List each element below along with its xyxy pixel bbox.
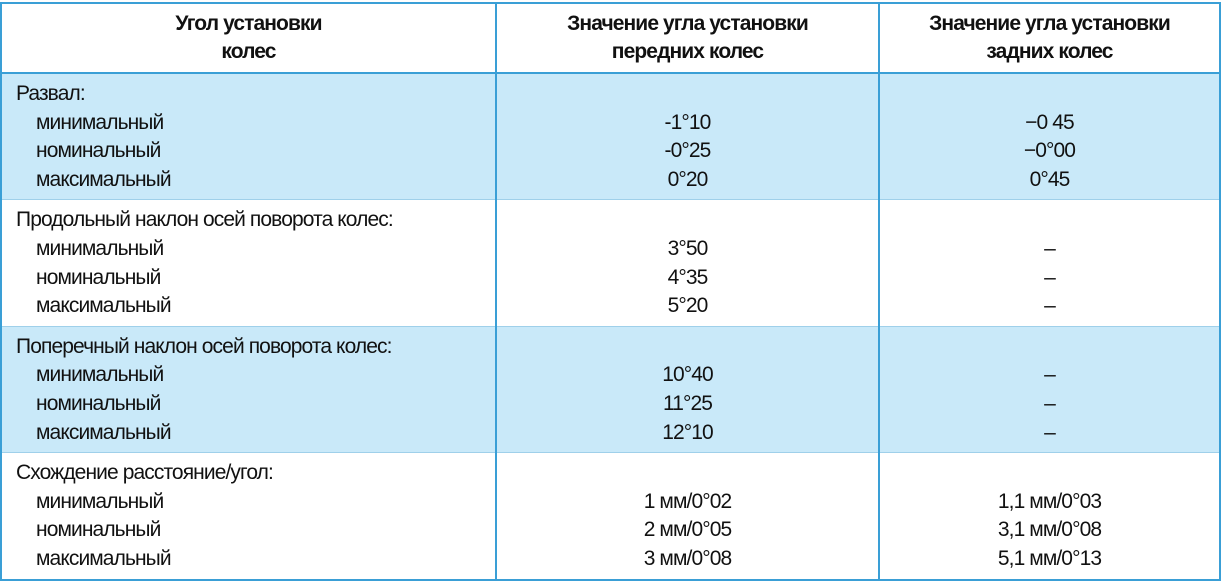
rear-value: – xyxy=(1044,294,1056,318)
rear-value-cell: – – – xyxy=(878,199,1221,327)
rear-value: – xyxy=(1044,236,1056,260)
front-value: 0°20 xyxy=(667,167,709,191)
group-title: Схождение расстояние/угол: xyxy=(16,461,274,485)
group-title: Поперечный наклон осей поворота колес: xyxy=(16,334,392,358)
front-value: 3°50 xyxy=(667,236,709,260)
parameter-cell: Продольный наклон осей поворота колес: ми… xyxy=(0,199,497,327)
front-value-cell: 3°50 4°35 5°20 xyxy=(495,199,880,327)
spacer xyxy=(880,80,1219,109)
header-row: Угол установки колес Значение угла устано… xyxy=(0,3,1221,74)
front-value: 11°25 xyxy=(662,391,713,415)
row-label: максимальный xyxy=(36,420,172,444)
row-label: максимальный xyxy=(36,294,172,318)
front-value: 1 мм/0°02 xyxy=(643,489,732,513)
row-label: номинальный xyxy=(36,518,161,542)
rear-value-cell: 1,1 мм/0°03 3,1 мм/0°08 5,1 мм/0°13 xyxy=(878,452,1221,580)
row-label: максимальный xyxy=(36,546,172,570)
group-title: Развал: xyxy=(16,82,86,105)
front-value: 5°20 xyxy=(667,294,709,318)
row-label: номинальный xyxy=(36,139,161,163)
row-label: номинальный xyxy=(36,391,161,415)
row-label: минимальный xyxy=(36,110,164,134)
header-angle: Угол установки колес xyxy=(0,3,497,74)
spacer xyxy=(497,333,878,362)
rear-value: – xyxy=(1044,265,1056,289)
rear-value: 3,1 мм/0°08 xyxy=(997,518,1102,542)
rear-value: −0 45 xyxy=(1025,110,1075,134)
group-row: Продольный наклон осей поворота колес: ми… xyxy=(0,199,1221,327)
group-row: Развал: минимальный номинальный максимальны… xyxy=(0,72,1221,200)
spacer xyxy=(497,206,878,235)
row-label: минимальный xyxy=(36,363,164,387)
row-label: максимальный xyxy=(36,167,172,191)
spacer xyxy=(497,459,878,488)
spacer xyxy=(880,459,1219,488)
row-label: минимальный xyxy=(36,489,164,513)
rear-value-cell: – – – xyxy=(878,325,1221,453)
front-value: 12°10 xyxy=(662,420,714,444)
rear-value-cell: −0 45 −0°00 0°45 xyxy=(878,72,1221,200)
rear-value: – xyxy=(1044,363,1056,387)
header-front: Значение угла установки передних колес xyxy=(495,3,880,74)
front-value: 3 мм/0°08 xyxy=(643,546,732,570)
rear-value: 5,1 мм/0°13 xyxy=(997,546,1102,570)
spacer xyxy=(880,333,1219,362)
rear-value: 1,1 мм/0°03 xyxy=(997,489,1102,513)
front-value: 4°35 xyxy=(667,265,709,289)
rear-value: 0°45 xyxy=(1029,167,1071,191)
front-value: -0°25 xyxy=(664,139,712,163)
row-label: номинальный xyxy=(36,265,161,289)
group-row: Поперечный наклон осей поворота колес: ми… xyxy=(0,325,1221,453)
front-value: 2 мм/0°05 xyxy=(643,518,732,542)
header-rear: Значение угла установки задних колес xyxy=(878,3,1221,74)
front-value: 10°40 xyxy=(662,363,714,387)
parameter-cell: Поперечный наклон осей поворота колес: ми… xyxy=(0,325,497,453)
rear-value: – xyxy=(1044,420,1056,444)
row-label: минимальный xyxy=(36,236,164,260)
parameter-cell: Развал: минимальный номинальный максимальны… xyxy=(0,72,497,200)
spacer xyxy=(880,206,1219,235)
group-title: Продольный наклон осей поворота колес: xyxy=(16,208,394,232)
rear-value: −0°00 xyxy=(1023,139,1076,163)
front-value-cell: 10°40 11°25 12°10 xyxy=(495,325,880,453)
spacer xyxy=(497,80,878,109)
rear-value: – xyxy=(1044,391,1056,415)
front-value-cell: -1°10 -0°25 0°20 xyxy=(495,72,880,200)
front-value: -1°10 xyxy=(664,110,712,134)
group-row: Схождение расстояние/угол: минимальный ном… xyxy=(0,452,1221,580)
parameter-cell: Схождение расстояние/угол: минимальный ном… xyxy=(0,452,497,580)
front-value-cell: 1 мм/0°02 2 мм/0°05 3 мм/0°08 xyxy=(495,452,880,580)
